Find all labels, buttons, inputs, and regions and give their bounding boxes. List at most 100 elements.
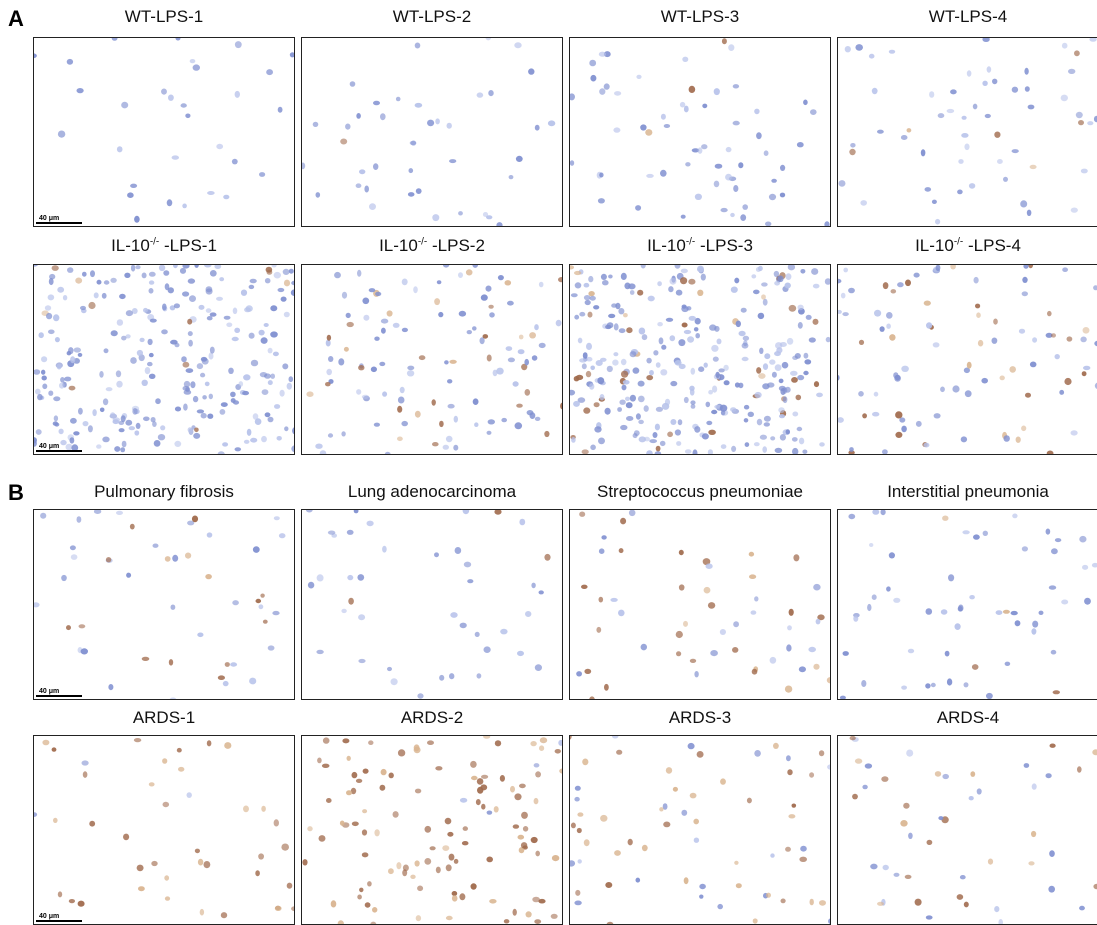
title-text: ARDS-1	[133, 708, 195, 727]
cell	[322, 764, 330, 768]
cell	[590, 296, 596, 301]
cell	[437, 280, 442, 284]
title-text: IL-10	[111, 236, 150, 255]
cell	[193, 433, 200, 439]
panel-title: WT-LPS-1	[33, 7, 295, 27]
cell	[720, 778, 726, 784]
cell	[689, 316, 696, 321]
cell	[327, 335, 331, 341]
cell	[664, 124, 670, 128]
cell	[185, 553, 191, 559]
cell	[284, 312, 290, 318]
cell	[1021, 426, 1026, 432]
cell	[369, 288, 376, 292]
cell	[795, 353, 801, 359]
panel-title: IL-10-/- -LPS-1	[33, 236, 295, 256]
cell	[867, 604, 871, 611]
title-superscript: -/-	[150, 236, 159, 247]
cell	[243, 374, 250, 380]
cell	[39, 332, 44, 338]
cell	[487, 431, 492, 435]
cell	[759, 348, 763, 354]
cell	[800, 846, 807, 852]
cell	[961, 133, 968, 138]
cell	[345, 124, 350, 130]
panel-border	[34, 38, 295, 227]
cell	[673, 787, 678, 792]
cell	[230, 392, 236, 398]
cell	[679, 550, 684, 555]
cell	[749, 574, 756, 579]
cell	[889, 334, 895, 341]
cell	[42, 376, 47, 381]
cell	[895, 432, 902, 438]
cell	[733, 185, 738, 192]
cell	[358, 365, 364, 370]
cell	[714, 181, 720, 188]
cell	[901, 366, 909, 372]
cell	[242, 391, 249, 395]
cell	[143, 417, 150, 422]
cell	[369, 203, 376, 210]
cell	[636, 75, 641, 79]
cell	[477, 778, 484, 785]
cell	[326, 369, 332, 375]
panel-title: Streptococcus pneumoniae	[569, 482, 831, 502]
cell	[670, 381, 677, 386]
title-text: -LPS-4	[963, 236, 1021, 255]
cell	[207, 532, 213, 537]
cell	[1022, 291, 1028, 296]
cell	[897, 282, 904, 287]
cell	[225, 662, 230, 667]
cell	[993, 319, 998, 325]
cell	[845, 46, 851, 52]
cell	[613, 127, 620, 132]
cell	[506, 346, 513, 351]
cell	[521, 812, 528, 819]
cell	[810, 899, 814, 906]
cell	[347, 575, 353, 580]
cell	[720, 629, 726, 635]
cell	[466, 269, 473, 275]
cell	[678, 339, 685, 346]
cell	[936, 265, 941, 271]
cell	[598, 438, 605, 445]
panel-title: WT-LPS-2	[301, 7, 563, 27]
cell	[70, 356, 75, 363]
cell	[869, 54, 875, 59]
cell	[1049, 585, 1056, 589]
cell	[1093, 884, 1097, 890]
cell	[1051, 333, 1056, 337]
cell	[287, 383, 292, 390]
cell	[744, 405, 749, 410]
cell	[621, 359, 627, 365]
cell	[508, 358, 515, 363]
cell	[869, 543, 873, 547]
cell	[398, 397, 405, 404]
cell	[352, 772, 358, 778]
cell	[143, 308, 148, 313]
cell	[117, 146, 123, 152]
cell	[163, 270, 169, 276]
cell	[358, 659, 365, 663]
cell	[678, 419, 683, 425]
cell	[197, 409, 204, 413]
cell	[578, 859, 582, 863]
cell	[858, 391, 864, 397]
cell	[986, 693, 993, 699]
cell	[799, 857, 807, 862]
cell	[781, 899, 786, 904]
cell	[359, 169, 365, 174]
cell	[189, 295, 196, 302]
cell	[1046, 529, 1051, 535]
cell	[126, 310, 133, 316]
cell	[356, 389, 361, 395]
cell	[753, 290, 760, 295]
cell	[338, 358, 344, 365]
cell	[539, 282, 544, 288]
cell	[803, 100, 808, 106]
cell	[255, 870, 260, 876]
cell	[754, 109, 759, 115]
cell	[992, 79, 997, 85]
cell	[852, 794, 858, 800]
